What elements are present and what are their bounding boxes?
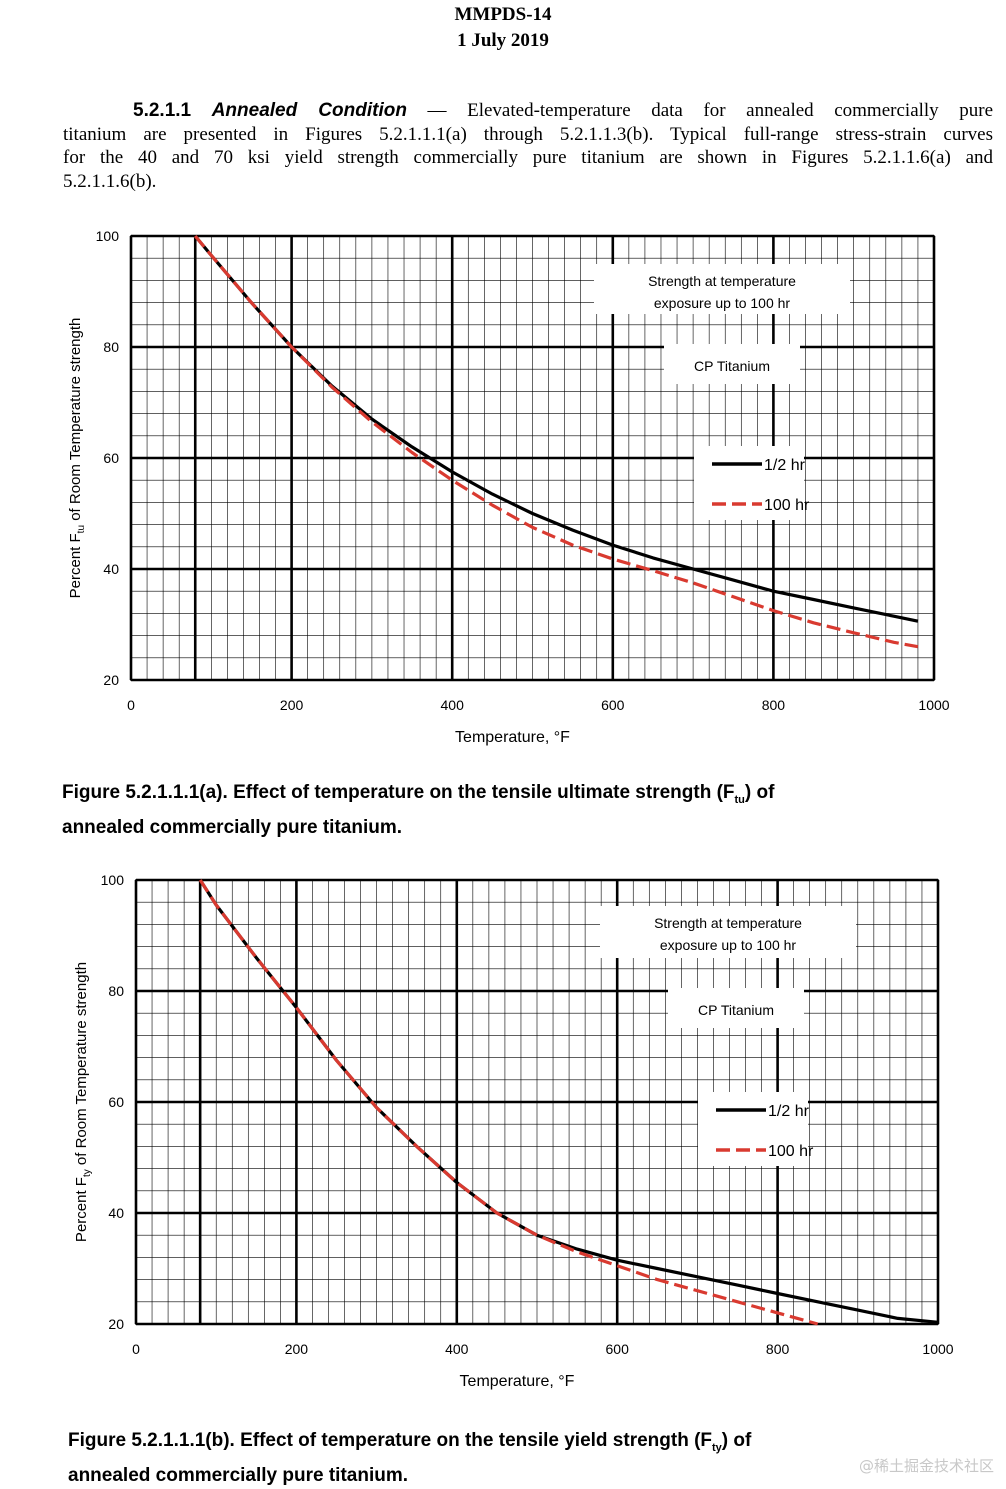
annotation-box: [600, 906, 856, 958]
y-axis-label: Percent Ftu of Room Temperature strength: [67, 318, 87, 599]
legend-label: 1/2 hr: [768, 1103, 810, 1120]
y-axis-label-sub: ty: [82, 1169, 93, 1177]
section-dash: —: [406, 100, 468, 121]
legend-box: [698, 1092, 808, 1166]
y-axis-label: Percent Fty of Room Temperature strength: [73, 962, 93, 1242]
caption-fty-line2: annealed commercially pure titanium.: [68, 1464, 408, 1486]
legend-label: 1/2 hr: [764, 457, 806, 474]
annotation-box: [594, 264, 850, 314]
section-number: 5.2.1.1: [133, 100, 192, 121]
chart-grid: [129, 234, 936, 682]
y-tick-label: 100: [101, 872, 125, 888]
legend-label: 100 hr: [768, 1143, 814, 1160]
x-tick-label: 0: [127, 697, 135, 713]
x-axis-label: Temperature, °F: [460, 1373, 575, 1390]
annotation-line-1: Strength at temperature: [648, 273, 796, 289]
caption-fty-text-end: ) of: [721, 1430, 752, 1451]
legend-label: 100 hr: [764, 497, 810, 514]
material-label: CP Titanium: [698, 1002, 774, 1018]
section-paragraph: 5.2.1.1 Annealed Condition — Elevated-te…: [63, 99, 993, 193]
y-tick-label: 80: [108, 983, 124, 999]
y-tick-label: 60: [108, 1094, 124, 1110]
chart-fty: Strength at temperature exposure up to 10…: [73, 872, 954, 1390]
x-tick-label: 1000: [922, 1341, 953, 1357]
y-tick-label: 80: [103, 339, 119, 355]
material-label: CP Titanium: [694, 358, 770, 374]
annotation-line-1: Strength at temperature: [654, 915, 802, 931]
paragraph-text-1: Elevated-temperature data for annealed c…: [467, 100, 994, 121]
caption-fty: Figure 5.2.1.1.1(b). Effect of temperatu…: [68, 1427, 751, 1489]
y-axis-label-post: of Room Temperature strength: [73, 962, 90, 1169]
x-tick-label: 200: [285, 1341, 309, 1357]
section-title: Annealed Condition: [211, 100, 407, 121]
y-tick-label: 100: [96, 228, 120, 244]
caption-ftu-text: Figure 5.2.1.1.1(a). Effect of temperatu…: [62, 782, 735, 803]
plot-frame: [130, 235, 935, 681]
x-tick-label: 600: [606, 1341, 630, 1357]
series-line: [193, 234, 919, 623]
y-tick-label: 60: [103, 450, 119, 466]
y-tick-label: 20: [108, 1316, 124, 1332]
y-tick-label: 40: [103, 561, 119, 577]
y-tick-label: 40: [108, 1205, 124, 1221]
y-axis-label-pre: Percent F: [67, 533, 84, 598]
x-tick-label: 400: [441, 697, 465, 713]
material-box: [668, 988, 804, 1028]
paragraph-line-4: 5.2.1.1.6(b).: [63, 170, 157, 192]
legend-box: [694, 446, 804, 520]
x-tick-label: 200: [280, 697, 304, 713]
caption-fty-text: Figure 5.2.1.1.1(b). Effect of temperatu…: [68, 1430, 713, 1451]
annotation-line-2: exposure up to 100 hr: [654, 295, 791, 311]
y-tick-label: 20: [103, 672, 119, 688]
material-box: [664, 344, 800, 384]
paragraph-line-1: 5.2.1.1 Annealed Condition — Elevated-te…: [63, 99, 993, 123]
y-axis-label-post: of Room Temperature strength: [67, 318, 84, 525]
caption-ftu-sub: tu: [734, 793, 745, 806]
doc-date: 1 July 2019: [457, 30, 549, 51]
x-tick-label: 400: [445, 1341, 469, 1357]
plot-frame: [135, 879, 939, 1325]
watermark: @稀土掘金技术社区: [858, 1457, 994, 1475]
series-line: [193, 234, 919, 649]
doc-id: MMPDS-14: [454, 4, 552, 25]
x-tick-label: 800: [766, 1341, 790, 1357]
x-tick-label: 1000: [918, 697, 949, 713]
paragraph-line-2: titanium are presented in Figures 5.2.1.…: [63, 123, 993, 145]
x-tick-label: 800: [762, 697, 786, 713]
x-axis-label: Temperature, °F: [455, 729, 570, 746]
caption-fty-sub: ty: [712, 1441, 722, 1454]
x-tick-label: 0: [132, 1341, 140, 1357]
caption-ftu-text-end: ) of: [744, 782, 775, 803]
caption-ftu: Figure 5.2.1.1.1(a). Effect of temperatu…: [62, 779, 774, 841]
annotation-line-2: exposure up to 100 hr: [660, 937, 797, 953]
caption-ftu-line2: annealed commercially pure titanium.: [62, 816, 402, 838]
chart-ftu: Strength at temperature exposure up to 10…: [67, 228, 950, 746]
x-tick-label: 600: [601, 697, 625, 713]
y-axis-label-sub: tu: [76, 525, 87, 533]
paragraph-line-3: for the 40 and 70 ksi yield strength com…: [63, 147, 993, 168]
series-line: [198, 879, 819, 1326]
y-axis-label-pre: Percent F: [73, 1177, 90, 1242]
